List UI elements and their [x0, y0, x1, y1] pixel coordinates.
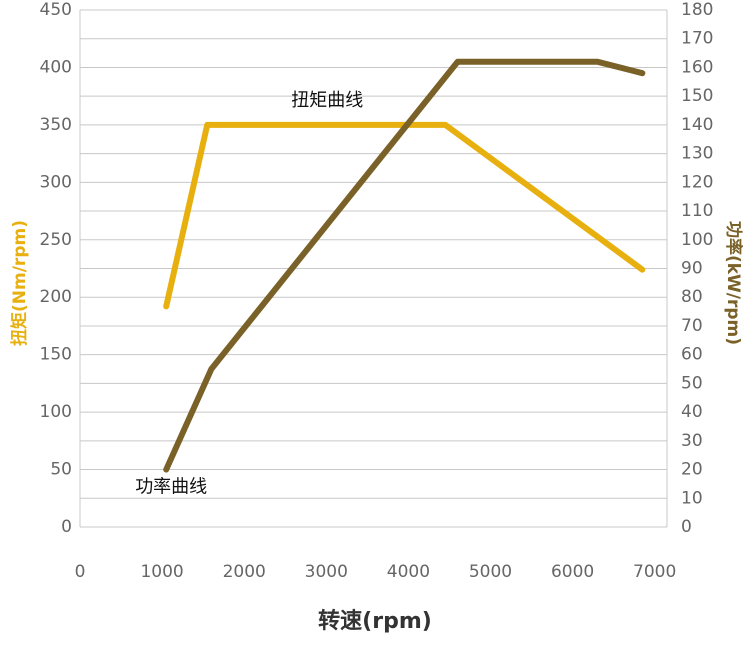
series-label: 扭矩曲线 — [291, 90, 363, 111]
y2-tick-label: 50 — [681, 373, 703, 393]
y2-tick-label: 10 — [681, 488, 703, 508]
y2-tick-label: 60 — [681, 345, 703, 365]
y2-tick-label: 140 — [681, 115, 713, 135]
y-tick-label: 0 — [61, 517, 72, 537]
series-line — [163, 58, 646, 473]
series-line — [163, 121, 646, 310]
y2-tick-label: 20 — [681, 460, 703, 480]
y-tick-label: 300 — [40, 172, 72, 192]
y2-tick-label: 130 — [681, 144, 713, 164]
y2-tick-label: 0 — [681, 517, 692, 537]
y2-tick-label: 180 — [681, 0, 713, 20]
y2-tick-label: 110 — [681, 201, 713, 221]
x-tick-label: 7000 — [633, 562, 676, 582]
x-axis-label: 转速(rpm) — [318, 608, 432, 634]
y-tick-label: 250 — [40, 230, 72, 250]
x-tick-label: 3000 — [305, 562, 348, 582]
x-tick-label: 1000 — [140, 562, 183, 582]
y2-tick-label: 30 — [681, 431, 703, 451]
y-tick-label: 450 — [40, 0, 72, 20]
y-tick-label: 400 — [40, 57, 72, 77]
y2-tick-label: 70 — [681, 316, 703, 336]
y2-tick-label: 100 — [681, 230, 713, 250]
x-tick-label: 4000 — [387, 562, 430, 582]
y-tick-label: 100 — [40, 402, 72, 422]
series-label: 功率曲线 — [135, 477, 207, 498]
y2-axis-label: 功率(kW/rpm) — [723, 221, 744, 345]
x-tick-label: 0 — [75, 562, 86, 582]
y2-tick-label: 150 — [681, 86, 713, 106]
x-tick-label: 5000 — [469, 562, 512, 582]
y2-tick-label: 170 — [681, 29, 713, 49]
y-axis-label: 扭矩(Nm/rpm) — [9, 220, 30, 346]
y2-tick-label: 40 — [681, 402, 703, 422]
y2-tick-label: 80 — [681, 287, 703, 307]
x-tick-label: 6000 — [551, 562, 594, 582]
y2-tick-label: 90 — [681, 259, 703, 279]
y2-tick-label: 160 — [681, 57, 713, 77]
y-tick-label: 350 — [40, 115, 72, 135]
y-tick-label: 150 — [40, 345, 72, 365]
x-tick-label: 2000 — [223, 562, 266, 582]
y-tick-label: 200 — [40, 287, 72, 307]
y2-tick-label: 120 — [681, 172, 713, 192]
y-tick-label: 50 — [50, 460, 72, 480]
